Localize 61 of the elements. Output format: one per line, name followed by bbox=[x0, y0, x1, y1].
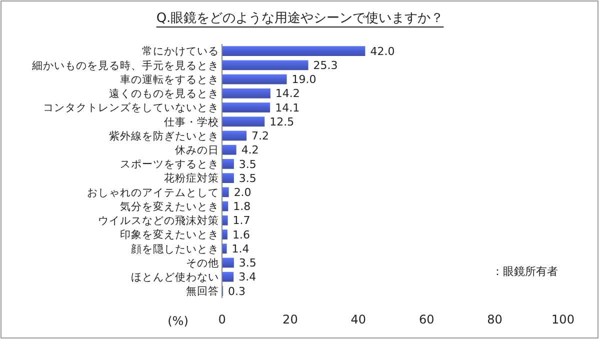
bar bbox=[222, 244, 227, 254]
y-tick-label: 印象を変えたいとき bbox=[120, 228, 219, 242]
y-tick-label: 仕事・学校 bbox=[164, 115, 219, 128]
data-label: 1.7 bbox=[232, 214, 250, 228]
x-tick-label: 80 bbox=[487, 312, 502, 327]
data-label: 12.5 bbox=[270, 115, 294, 128]
y-tick-label: スポーツをするとき bbox=[120, 158, 219, 171]
data-label: 1.8 bbox=[233, 200, 251, 214]
y-tick-label: ほとんど使わない bbox=[131, 272, 219, 284]
data-label: 42.0 bbox=[370, 44, 395, 58]
data-label: 4.2 bbox=[241, 144, 259, 157]
data-label: 2.0 bbox=[234, 186, 252, 200]
data-label: 19.0 bbox=[292, 73, 316, 86]
data-label: 3.5 bbox=[238, 158, 256, 171]
y-tick-label: 細かいものを見る時、手元を見るとき bbox=[31, 58, 219, 72]
y-tick-label: おしゃれのアイテムとして bbox=[87, 186, 219, 199]
x-axis-title: (%) bbox=[168, 314, 188, 328]
bar bbox=[222, 159, 234, 169]
bar bbox=[222, 173, 234, 183]
data-label: 3.4 bbox=[238, 270, 256, 284]
bar bbox=[222, 88, 270, 98]
y-tick-label: コンタクトレンズをしていないとき bbox=[43, 102, 219, 114]
bar bbox=[222, 144, 236, 155]
bar bbox=[222, 258, 234, 268]
x-tick-label: 0 bbox=[218, 312, 226, 327]
chart-title: Q.眼鏡をどのような用途やシーンで使いますか？ bbox=[156, 11, 444, 26]
bar bbox=[222, 272, 234, 282]
data-label: 25.3 bbox=[313, 59, 338, 72]
y-tick-label: 紫外線を防ぎたいとき bbox=[109, 129, 219, 142]
data-label: 1.4 bbox=[232, 242, 250, 256]
data-label: 14.2 bbox=[275, 87, 300, 100]
x-tick-label: 40 bbox=[350, 312, 366, 327]
data-label: 3.5 bbox=[238, 172, 256, 185]
bar bbox=[222, 187, 229, 198]
y-tick-label: 休みの日 bbox=[175, 144, 219, 157]
data-label: 14.1 bbox=[275, 101, 300, 114]
y-tick-label: 常にかけている bbox=[142, 44, 219, 58]
data-label: 3.5 bbox=[238, 256, 256, 270]
bar bbox=[222, 215, 228, 226]
x-tick-label: 60 bbox=[418, 312, 434, 327]
data-label: 1.6 bbox=[232, 228, 250, 242]
bar bbox=[222, 116, 265, 127]
y-tick-label: 遠くのものを見るとき bbox=[109, 87, 219, 100]
bar bbox=[222, 130, 247, 141]
y-tick-label: 車の運転をするとき bbox=[120, 72, 219, 86]
annotation: ：眼鏡所有者 bbox=[492, 265, 558, 278]
y-tick-label: 気分を変えたいとき bbox=[120, 200, 219, 213]
data-label: 7.2 bbox=[252, 130, 270, 143]
y-tick-label: その他 bbox=[186, 257, 219, 270]
y-tick-label: ウイルスなどの飛沫対策 bbox=[98, 214, 219, 228]
y-tick-label: 顔を隠したいとき bbox=[131, 242, 219, 256]
x-tick-label: 20 bbox=[282, 312, 298, 327]
bar bbox=[222, 74, 287, 84]
data-label: 0.3 bbox=[228, 284, 246, 298]
y-tick-label: 無回答 bbox=[186, 286, 219, 298]
x-tick-label: 100 bbox=[552, 312, 574, 327]
bar bbox=[222, 102, 270, 112]
bar bbox=[222, 230, 228, 240]
bar bbox=[222, 46, 366, 56]
y-tick-label: 花粉症対策 bbox=[164, 172, 219, 185]
bar bbox=[222, 60, 308, 70]
